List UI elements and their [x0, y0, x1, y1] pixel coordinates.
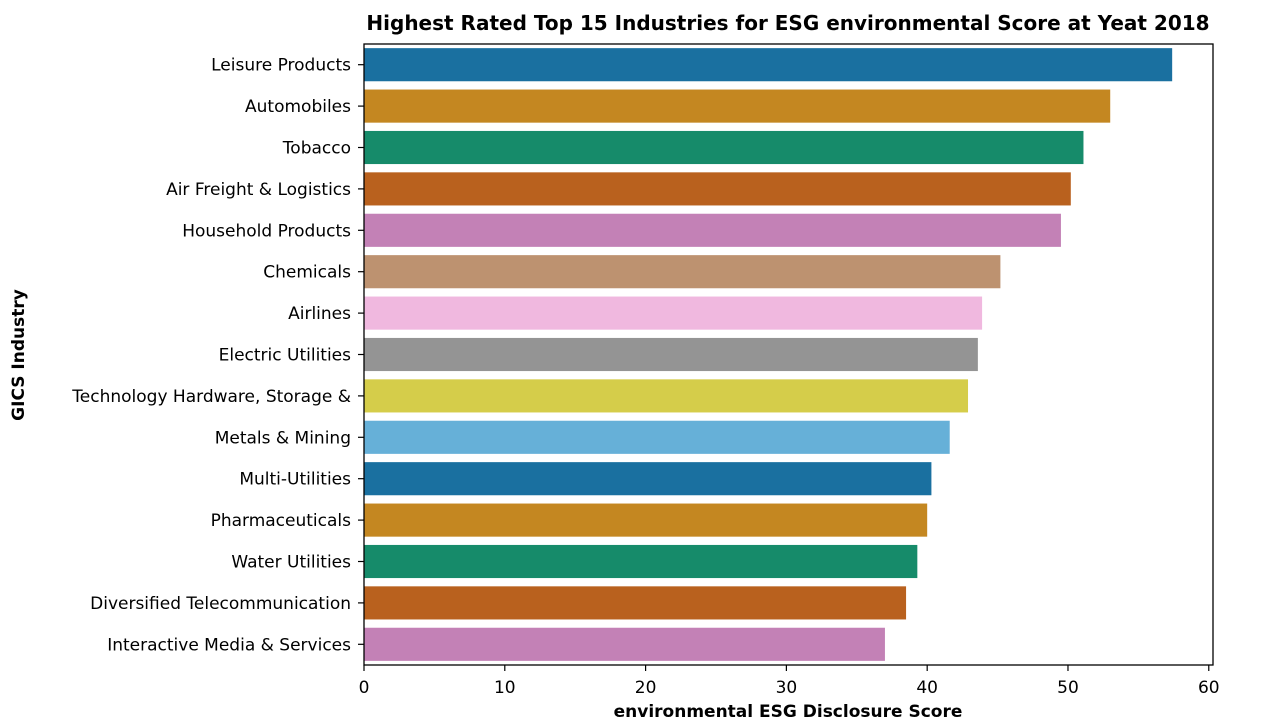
bar-5	[364, 255, 1000, 288]
bar-10	[364, 462, 931, 495]
bar-11	[364, 504, 927, 537]
y-tick-label: Tobacco	[282, 139, 351, 159]
bar-1	[364, 90, 1110, 123]
y-tick-label: Interactive Media & Services	[107, 635, 351, 655]
x-axis-ticks: 0 10 20 30 40 50 60	[359, 665, 1220, 698]
x-axis-label: environmental ESG Disclosure Score	[614, 702, 963, 722]
x-tick-label: 40	[916, 678, 938, 698]
y-tick-label: Airlines	[288, 304, 351, 324]
bar-6	[364, 297, 982, 330]
bar-3	[364, 172, 1071, 205]
y-tick-label: Household Products	[182, 221, 351, 241]
y-tick-label: Electric Utilities	[219, 346, 352, 366]
y-tick-label: Pharmaceuticals	[211, 511, 352, 531]
bar-8	[364, 379, 968, 412]
bar-14	[364, 628, 885, 661]
x-tick-label: 30	[776, 678, 798, 698]
y-tick-label: Air Freight & Logistics	[166, 180, 351, 200]
x-tick-label: 10	[494, 678, 516, 698]
x-tick-label: 20	[635, 678, 657, 698]
y-tick-label: Automobiles	[245, 97, 351, 117]
chart-title: Highest Rated Top 15 Industries for ESG …	[366, 11, 1209, 35]
y-tick-label: Technology Hardware, Storage &	[71, 387, 351, 407]
bar-2	[364, 131, 1083, 164]
bar-12	[364, 545, 917, 578]
y-tick-label: Water Utilities	[231, 553, 351, 573]
bar-9	[364, 421, 950, 454]
bar-0	[364, 48, 1172, 81]
bar-13	[364, 586, 906, 619]
y-tick-label: Leisure Products	[211, 56, 351, 76]
y-tick-label: Diversified Telecommunication	[90, 594, 351, 614]
x-tick-label: 60	[1198, 678, 1220, 698]
bar-4	[364, 214, 1061, 247]
y-tick-label: Multi-Utilities	[239, 470, 351, 490]
bar-7	[364, 338, 978, 371]
x-tick-label: 0	[359, 678, 370, 698]
y-tick-label: Metals & Mining	[215, 428, 351, 448]
bars-group	[364, 48, 1172, 661]
x-tick-label: 50	[1057, 678, 1079, 698]
y-axis-ticks: Leisure Products Automobiles Tobacco Air Fr…	[71, 56, 364, 656]
y-axis-label: GICS Industry	[9, 289, 29, 421]
y-tick-label: Chemicals	[263, 263, 351, 283]
